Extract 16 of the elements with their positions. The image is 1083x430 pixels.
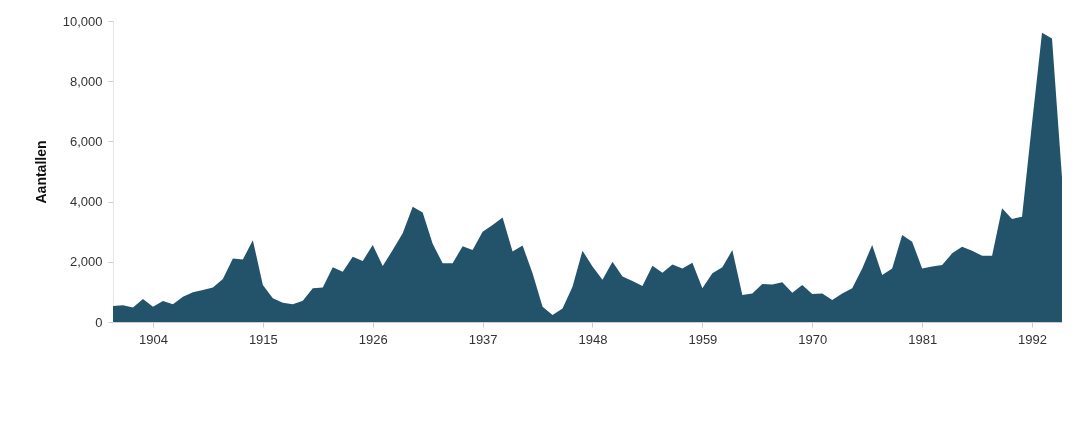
x-tick-label: 1992 bbox=[1018, 331, 1047, 347]
x-tick-label: 1904 bbox=[139, 331, 168, 347]
y-axis-title: Aantallen bbox=[32, 140, 49, 204]
y-tick-label: 4,000 bbox=[69, 194, 103, 210]
y-tick-label: 2,000 bbox=[69, 254, 103, 270]
x-tick-label: 1981 bbox=[908, 331, 938, 347]
y-tick-label: 0 bbox=[95, 314, 103, 330]
x-tick-label: 1948 bbox=[578, 331, 608, 347]
x-tick-label: 1937 bbox=[468, 331, 498, 347]
y-tick-label: 6,000 bbox=[69, 133, 103, 149]
y-tick-label: 8,000 bbox=[69, 73, 103, 89]
x-tick-label: 1915 bbox=[248, 331, 278, 347]
x-tick-label: 1959 bbox=[688, 331, 718, 347]
x-tick-label: 1970 bbox=[798, 331, 828, 347]
y-tick-label: 10,000 bbox=[62, 13, 103, 29]
x-tick-label: 1926 bbox=[358, 331, 388, 347]
